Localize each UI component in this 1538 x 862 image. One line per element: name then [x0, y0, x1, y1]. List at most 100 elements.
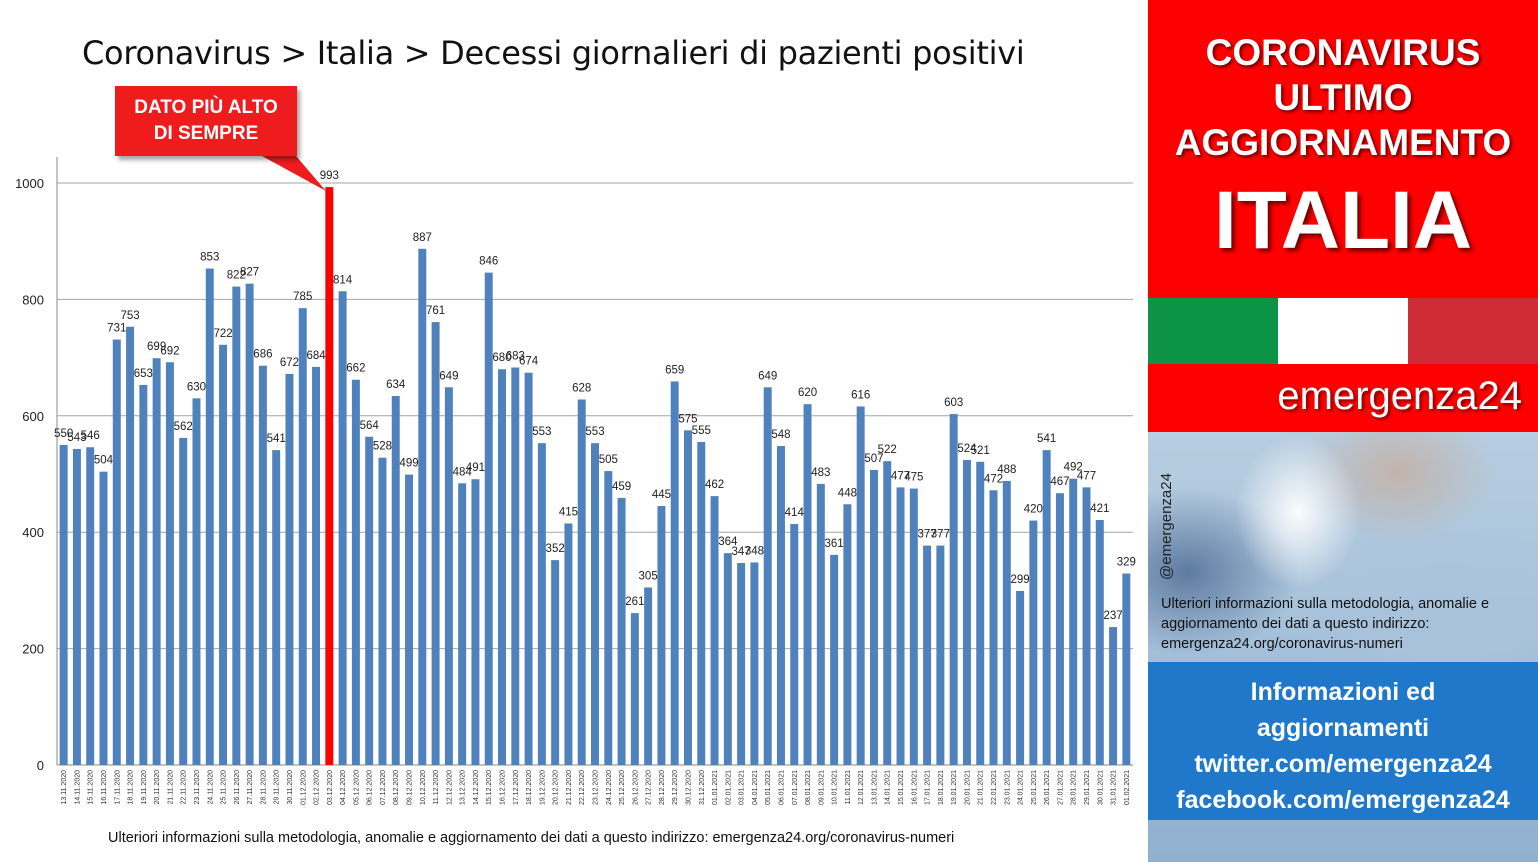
bar [192, 398, 201, 765]
bar-value-label: 846 [479, 256, 498, 268]
x-tick-label: 29.01.2021 [1084, 770, 1091, 805]
bar [750, 562, 759, 765]
bar-value-label: 672 [280, 357, 299, 369]
x-tick-label: 27.11.2020 [247, 770, 254, 805]
twitter-link[interactable]: twitter.com/emergenza24 [1194, 750, 1492, 778]
bar [962, 460, 971, 765]
contact-heading: Informazioni ed aggiornamenti [1250, 678, 1436, 742]
bar [883, 461, 892, 765]
bar [830, 554, 839, 765]
bar [923, 545, 932, 765]
bar [205, 268, 214, 765]
bar [657, 506, 666, 765]
x-tick-label: 23.12.2020 [593, 770, 600, 805]
x-tick-label: 15.12.2020 [486, 770, 493, 805]
bar-value-label: 887 [413, 232, 432, 244]
bar [139, 384, 148, 765]
bar-value-label: 562 [174, 421, 193, 433]
bar-value-label: 543 [67, 432, 86, 444]
bar-value-label: 484 [453, 466, 473, 478]
x-tick-label: 29.11.2020 [274, 770, 281, 805]
bar [458, 483, 467, 765]
x-tick-label: 11.01.2021 [845, 770, 852, 805]
bar-value-label: 521 [971, 445, 990, 457]
bar-value-label: 504 [94, 455, 114, 467]
x-tick-label: 01.01.2021 [712, 770, 719, 805]
bar [179, 437, 188, 765]
bar [1082, 487, 1091, 765]
bar [776, 446, 785, 765]
bar-value-label: 550 [54, 428, 73, 440]
bar [949, 414, 958, 765]
x-tick-label: 23.01.2021 [1004, 770, 1011, 805]
bar [338, 291, 347, 765]
bar [418, 248, 427, 766]
bar-value-label: 352 [546, 543, 565, 555]
methodology-info: Ulteriori informazioni sulla metodologia… [1161, 596, 1490, 652]
bar [312, 366, 321, 765]
bar-value-label: 507 [864, 453, 883, 465]
bar-value-label: 722 [213, 328, 232, 340]
bar [790, 524, 799, 765]
bar-value-label: 683 [506, 350, 525, 362]
bar [498, 369, 506, 765]
bar-value-label: 620 [798, 387, 817, 399]
x-tick-label: 06.01.2021 [778, 770, 785, 805]
bar-value-label: 421 [1090, 503, 1109, 515]
bar [99, 471, 108, 765]
x-tick-label: 28.12.2020 [659, 770, 666, 805]
bar [1069, 478, 1078, 765]
bar [630, 613, 639, 765]
bar-value-label: 445 [652, 489, 671, 501]
bar [219, 344, 228, 765]
bar-value-label: 785 [293, 291, 312, 303]
bar-value-label: 505 [599, 454, 618, 466]
bar-value-label: 261 [625, 596, 644, 608]
bar-value-label: 420 [1024, 504, 1043, 516]
y-tick-label: 200 [22, 642, 44, 657]
x-tick-label: 25.11.2020 [221, 770, 228, 805]
x-tick-label: 08.12.2020 [393, 770, 400, 805]
record-callout: DATO PIÙ ALTO DI SEMPRE [115, 86, 297, 156]
x-tick-label: 10.01.2021 [832, 770, 839, 805]
x-tick-label: 14.12.2020 [473, 770, 480, 805]
x-tick-label: 06.12.2020 [367, 770, 374, 805]
bar-value-label: 305 [639, 570, 658, 582]
x-tick-label: 24.11.2020 [207, 770, 214, 805]
x-tick-label: 18.11.2020 [128, 770, 135, 805]
bar-value-label: 630 [187, 381, 206, 393]
bar-value-label: 680 [492, 352, 511, 364]
bar-value-label: 546 [81, 430, 100, 442]
contact-box: Informazioni ed aggiornamenti twitter.co… [1148, 662, 1538, 820]
bar [577, 399, 586, 765]
bar [86, 447, 95, 765]
x-tick-label: 12.12.2020 [446, 770, 453, 805]
bar-value-label: 684 [306, 350, 326, 362]
bar-value-label: 686 [253, 349, 272, 361]
x-tick-label: 26.01.2021 [1044, 770, 1051, 805]
x-tick-label: 30.12.2020 [685, 770, 692, 805]
x-tick-label: 13.11.2020 [61, 770, 68, 805]
bar-value-label: 575 [678, 413, 697, 425]
bar-value-label: 541 [1037, 433, 1056, 445]
x-tick-label: 14.11.2020 [74, 770, 81, 805]
bar [976, 461, 985, 765]
x-tick-label: 09.12.2020 [407, 770, 414, 805]
headline-text: CORONAVIRUS ULTIMO AGGIORNAMENTO [1174, 32, 1512, 163]
bar [763, 387, 772, 765]
bar-value-label: 761 [426, 305, 445, 317]
bar [1029, 520, 1038, 765]
bar-value-label: 528 [373, 441, 392, 453]
facebook-link[interactable]: facebook.com/emergenza24 [1176, 786, 1510, 814]
bar [1122, 573, 1131, 765]
x-tick-label: 16.01.2021 [911, 770, 918, 805]
bar [298, 308, 307, 765]
bar-value-label: 616 [851, 389, 870, 401]
bar-value-label: 541 [267, 433, 286, 445]
bar [1109, 627, 1118, 765]
bar [405, 474, 414, 765]
bar-value-label: 459 [612, 481, 631, 493]
x-tick-label: 04.12.2020 [340, 770, 347, 805]
bar-value-label: 553 [585, 426, 604, 438]
x-tick-label: 31.12.2020 [699, 770, 706, 805]
